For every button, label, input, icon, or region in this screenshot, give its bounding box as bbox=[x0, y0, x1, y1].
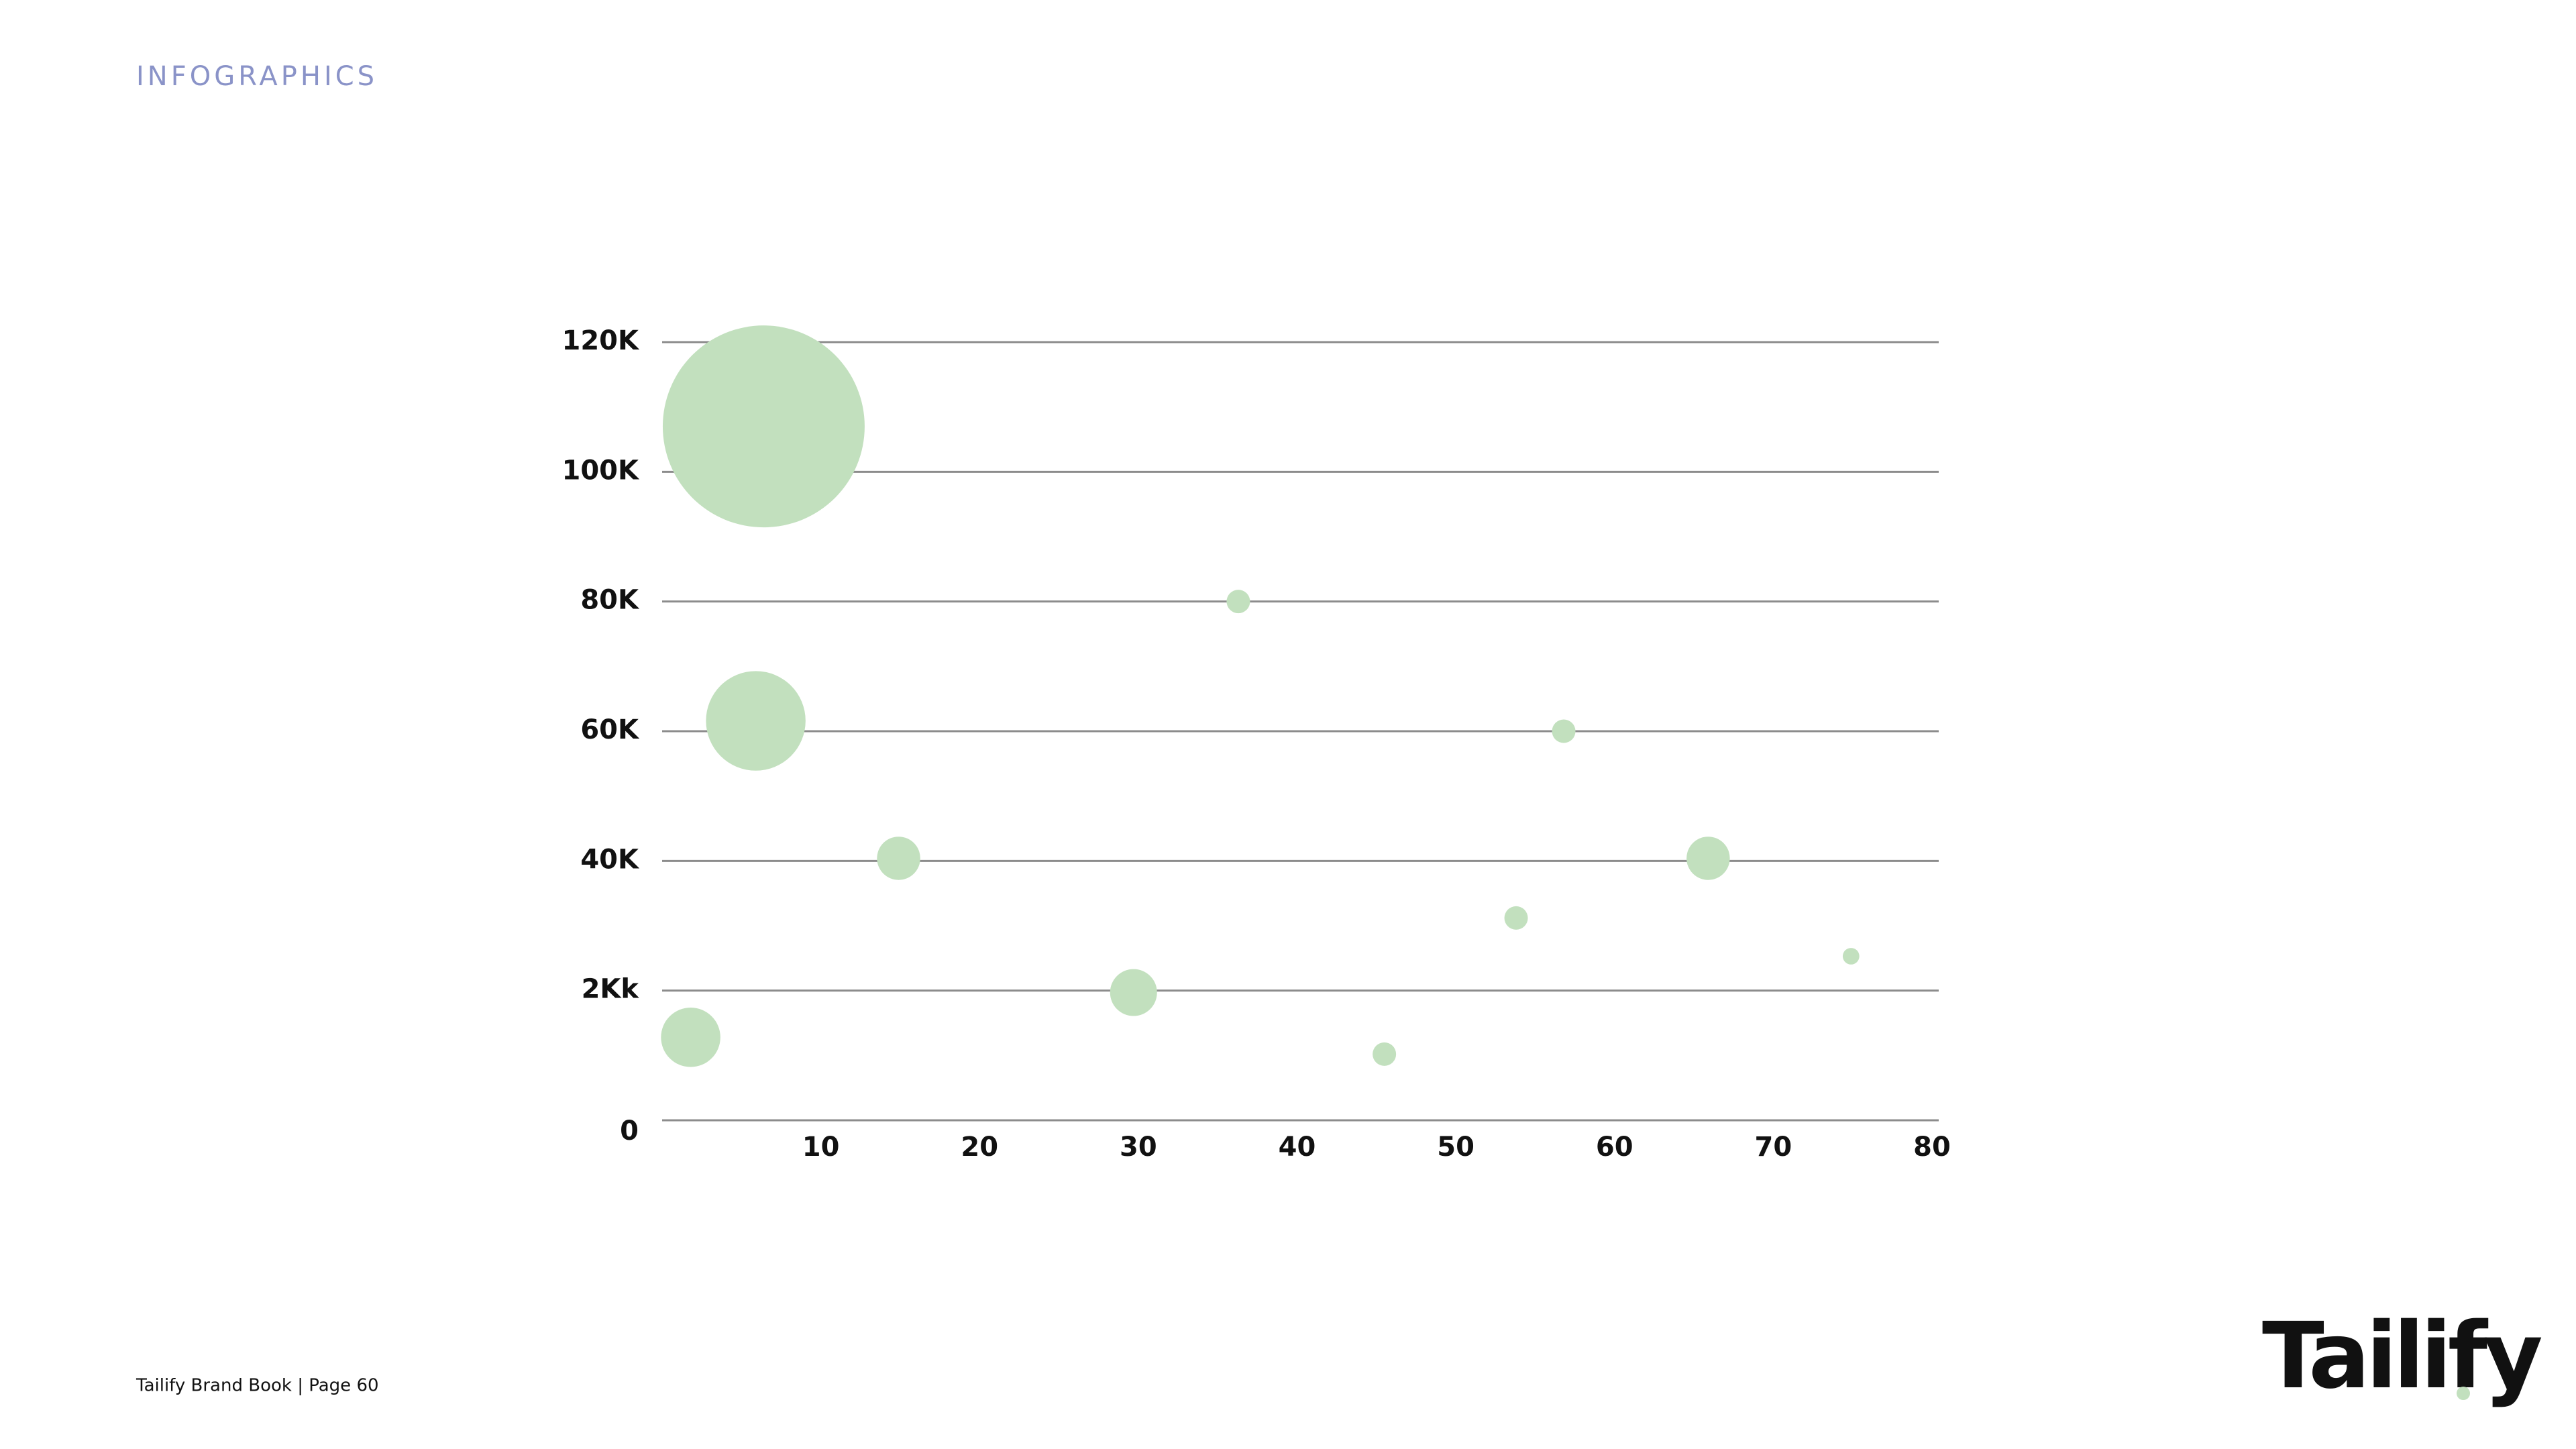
bubble bbox=[1686, 837, 1730, 880]
section-title: INFOGRAPHICS bbox=[136, 61, 378, 92]
logo-dot bbox=[2457, 1387, 2470, 1400]
x-tick-label: 40 bbox=[1279, 1132, 1316, 1163]
bubble bbox=[877, 837, 920, 880]
footer-text: Tailify Brand Book | Page 60 bbox=[136, 1376, 379, 1396]
bubble bbox=[1373, 1042, 1397, 1066]
bubble bbox=[1226, 590, 1250, 614]
x-tick-label: 60 bbox=[1596, 1132, 1633, 1163]
x-tick-label: 80 bbox=[1913, 1132, 1951, 1163]
bubble bbox=[662, 325, 865, 528]
y-tick-label: 40K bbox=[580, 844, 640, 875]
x-tick-label: 10 bbox=[802, 1132, 840, 1163]
x-tick-label: 20 bbox=[961, 1132, 998, 1163]
bubble bbox=[1504, 906, 1528, 930]
x-tick-label: 30 bbox=[1120, 1132, 1157, 1163]
x-tick-label: 70 bbox=[1755, 1132, 1792, 1163]
brand-logo: Tailify bbox=[2262, 1303, 2542, 1409]
y-tick-label: 80K bbox=[580, 585, 640, 616]
x-tick-label: 50 bbox=[1437, 1132, 1474, 1163]
bubble bbox=[661, 1008, 720, 1067]
y-tick-label: 60K bbox=[580, 714, 640, 745]
bubble bbox=[1842, 948, 1860, 965]
bubble bbox=[706, 671, 806, 771]
bubble bbox=[1110, 969, 1157, 1016]
bubble bbox=[1552, 719, 1576, 743]
y-tick-label: 2Kk bbox=[582, 974, 640, 1005]
y-tick-label: 0 bbox=[620, 1116, 639, 1146]
y-tick-label: 120K bbox=[562, 325, 640, 356]
y-tick-label: 100K bbox=[562, 455, 640, 486]
